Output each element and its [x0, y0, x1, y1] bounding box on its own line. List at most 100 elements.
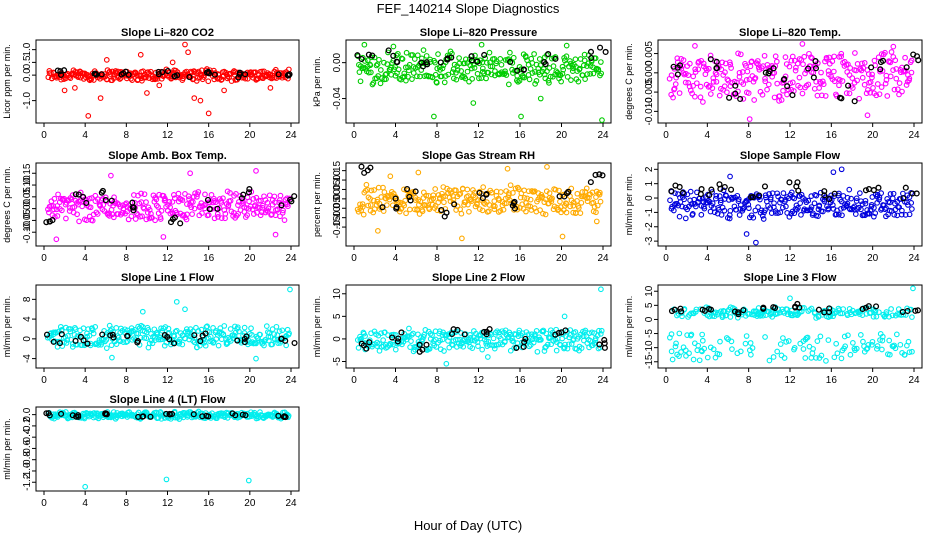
x-tick-label: 24 — [285, 498, 297, 509]
data-point — [878, 84, 885, 90]
reference-point — [454, 326, 461, 334]
figure-x-axis-label: Hour of Day (UTC) — [414, 518, 522, 533]
data-point — [356, 69, 363, 76]
data-point — [194, 193, 200, 200]
data-point — [869, 71, 875, 78]
data-point — [244, 212, 251, 218]
reference-point — [474, 58, 481, 65]
data-point — [762, 334, 768, 340]
x-tick-label: 0 — [351, 130, 357, 141]
x-tick-label: 20 — [556, 253, 568, 264]
data-point — [453, 187, 459, 194]
data-point — [897, 341, 904, 348]
outlier-point — [910, 285, 916, 292]
data-point — [179, 197, 186, 203]
x-tick-label: 20 — [244, 130, 256, 141]
data-point — [820, 81, 827, 88]
data-point — [533, 328, 540, 334]
reference-point — [698, 186, 705, 193]
data-point — [507, 347, 514, 354]
reference-point — [705, 305, 713, 313]
reference-point — [406, 193, 413, 200]
data-point — [752, 75, 759, 81]
outlier-point — [390, 43, 397, 50]
reference-point — [57, 68, 64, 75]
data-point — [783, 203, 789, 210]
data-point — [250, 211, 257, 217]
data-point — [762, 207, 768, 214]
reference-point — [54, 67, 61, 74]
y-tick-label: 0.5 — [22, 55, 33, 69]
panel-frame — [35, 39, 300, 124]
outlier-point — [221, 87, 227, 94]
x-tick-label: 8 — [746, 253, 752, 264]
outlier-point — [61, 87, 68, 94]
data-point — [491, 206, 498, 213]
reference-point — [130, 207, 137, 214]
data-point — [846, 72, 853, 78]
data-point — [710, 78, 717, 85]
data-point — [896, 91, 902, 98]
data-point — [527, 203, 534, 210]
x-tick-label: 8 — [124, 498, 130, 509]
reference-point — [232, 412, 239, 419]
y-tick-label: -1.0 — [22, 462, 33, 480]
figure-title: FEF_140214 Slope Diagnostics — [377, 1, 560, 16]
data-point — [874, 81, 881, 87]
data-point — [876, 91, 883, 98]
x-tick-label: 16 — [514, 253, 526, 264]
data-point — [825, 68, 832, 74]
y-tick-label: 0.0 — [22, 407, 33, 421]
x-tick-label: 12 — [162, 253, 174, 264]
data-point — [227, 326, 234, 332]
data-point — [762, 78, 769, 85]
data-point — [689, 90, 695, 97]
data-point — [780, 87, 786, 94]
x-tick-label: 24 — [285, 253, 297, 264]
series-points — [43, 286, 298, 362]
data-point — [381, 329, 388, 336]
x-tick-label: 20 — [867, 130, 879, 141]
reference-point — [118, 71, 125, 78]
data-point — [859, 201, 866, 207]
data-point — [676, 90, 683, 96]
data-point — [510, 54, 517, 61]
reference-point — [735, 309, 742, 316]
reference-point — [390, 52, 397, 59]
data-point — [479, 346, 486, 353]
data-point — [439, 336, 446, 343]
data-point — [890, 67, 896, 73]
reference-point — [668, 307, 676, 315]
data-point — [171, 195, 178, 202]
data-point — [417, 73, 423, 80]
data-point — [441, 79, 448, 86]
data-point — [909, 348, 915, 355]
data-point — [540, 210, 546, 217]
reference-point — [50, 338, 57, 345]
data-point — [889, 195, 896, 202]
data-point — [456, 55, 462, 61]
data-point — [879, 346, 885, 353]
data-point — [701, 205, 708, 212]
data-point — [810, 346, 816, 352]
data-point — [838, 53, 845, 60]
x-tick-label: 24 — [908, 375, 920, 386]
data-point — [902, 67, 909, 74]
data-point — [246, 198, 252, 205]
data-point — [679, 203, 685, 210]
data-point — [849, 75, 856, 81]
data-point — [750, 214, 757, 221]
data-point — [686, 350, 692, 357]
data-point — [177, 336, 183, 343]
data-point — [497, 56, 504, 62]
reference-point — [43, 331, 51, 338]
data-point — [402, 64, 409, 71]
data-point — [820, 208, 826, 215]
data-point — [764, 86, 770, 93]
data-point — [87, 204, 94, 211]
data-point — [774, 80, 781, 87]
reference-point — [444, 56, 451, 63]
data-point — [411, 56, 418, 62]
data-point — [61, 195, 67, 202]
data-point — [552, 186, 559, 193]
